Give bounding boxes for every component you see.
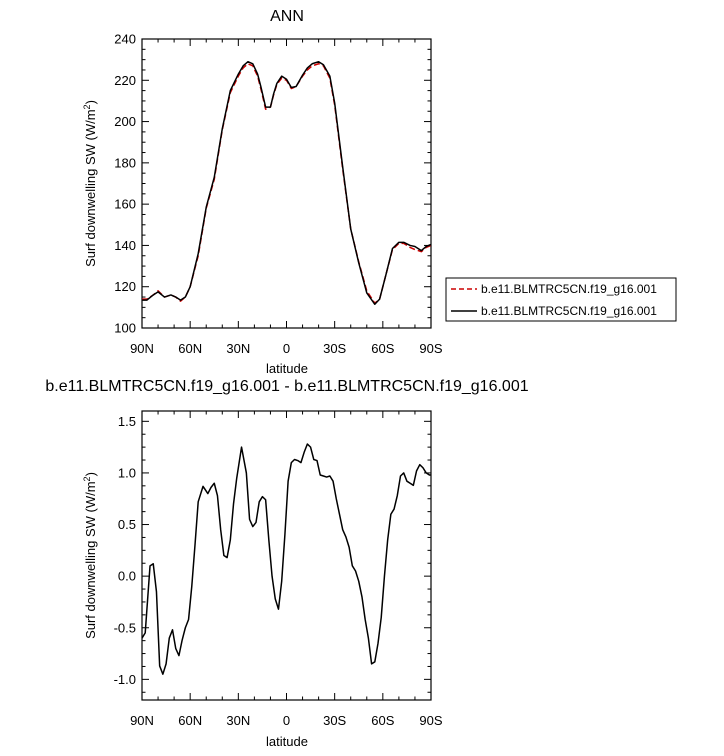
legend-label-2: b.e11.BLMTRC5CN.f19_g16.001 bbox=[481, 304, 657, 318]
legend: b.e11.BLMTRC5CN.f19_g16.001 b.e11.BLMTRC… bbox=[445, 277, 677, 322]
bottom-x-axis: 90N 60N 30N 0 30S 60S 90S bbox=[130, 411, 443, 728]
y-tick-label: 0.5 bbox=[118, 517, 136, 532]
x-tick-label: 90N bbox=[130, 341, 154, 356]
y-tick-label: 160 bbox=[114, 197, 136, 212]
y-tick-label: -0.5 bbox=[114, 620, 136, 635]
x-tick-label: 90S bbox=[419, 341, 442, 356]
bottom-y-axis-label: Surf downwelling SW (W/m2) bbox=[82, 472, 98, 639]
x-tick-label: 30N bbox=[226, 713, 250, 728]
y-tick-label: 180 bbox=[114, 155, 136, 170]
x-tick-label: 30N bbox=[226, 341, 250, 356]
legend-box bbox=[445, 277, 677, 322]
top-series-line-2 bbox=[142, 60, 432, 306]
y-tick-label: 200 bbox=[114, 114, 136, 129]
top-x-axis-label: latitude bbox=[266, 361, 308, 376]
y-tick-label: 120 bbox=[114, 279, 136, 294]
x-tick-label: 60N bbox=[178, 713, 202, 728]
y-tick-label: 240 bbox=[114, 32, 136, 47]
top-y-axis: 100 120 140 160 180 200 220 240 bbox=[114, 32, 431, 336]
x-tick-label: 90N bbox=[130, 713, 154, 728]
y-tick-label: -1.0 bbox=[114, 672, 136, 687]
y-tick-label: 0.0 bbox=[118, 569, 136, 584]
top-x-axis: 90N 60N 30N 0 30S 60S 90S bbox=[130, 39, 443, 356]
top-y-axis-label: Surf downwelling SW (W/m2) bbox=[82, 100, 98, 267]
y-tick-label: 220 bbox=[114, 73, 136, 88]
x-tick-label: 0 bbox=[283, 713, 290, 728]
top-panel: ANN 100 120 140 160 180 200 220 240 90N 60N 30N 0 3… bbox=[82, 8, 443, 376]
top-plot-frame bbox=[141, 38, 432, 329]
x-tick-label: 60S bbox=[371, 341, 394, 356]
y-tick-label: 1.5 bbox=[118, 414, 136, 429]
bottom-panel: b.e11.BLMTRC5CN.f19_g16.001 - b.e11.BLMT… bbox=[45, 378, 528, 749]
x-tick-label: 30S bbox=[323, 713, 346, 728]
bottom-plot-frame bbox=[141, 410, 432, 701]
y-tick-label: 100 bbox=[114, 321, 136, 336]
x-tick-label: 0 bbox=[283, 341, 290, 356]
bottom-chart-title: b.e11.BLMTRC5CN.f19_g16.001 - b.e11.BLMT… bbox=[45, 378, 528, 395]
bottom-x-axis-label: latitude bbox=[266, 734, 308, 749]
legend-label-1: b.e11.BLMTRC5CN.f19_g16.001 bbox=[481, 282, 657, 296]
bottom-y-axis: -1.0 -0.5 0.0 0.5 1.0 1.5 bbox=[114, 414, 431, 693]
bottom-series-lines bbox=[141, 443, 431, 675]
x-tick-label: 60S bbox=[371, 713, 394, 728]
bottom-series-line-1 bbox=[141, 443, 431, 675]
top-series-lines bbox=[142, 60, 432, 306]
x-tick-label: 90S bbox=[419, 713, 442, 728]
x-tick-label: 60N bbox=[178, 341, 202, 356]
y-tick-label: 1.0 bbox=[118, 465, 136, 480]
x-tick-label: 30S bbox=[323, 341, 346, 356]
y-tick-label: 140 bbox=[114, 238, 136, 253]
top-chart-title: ANN bbox=[270, 8, 304, 25]
